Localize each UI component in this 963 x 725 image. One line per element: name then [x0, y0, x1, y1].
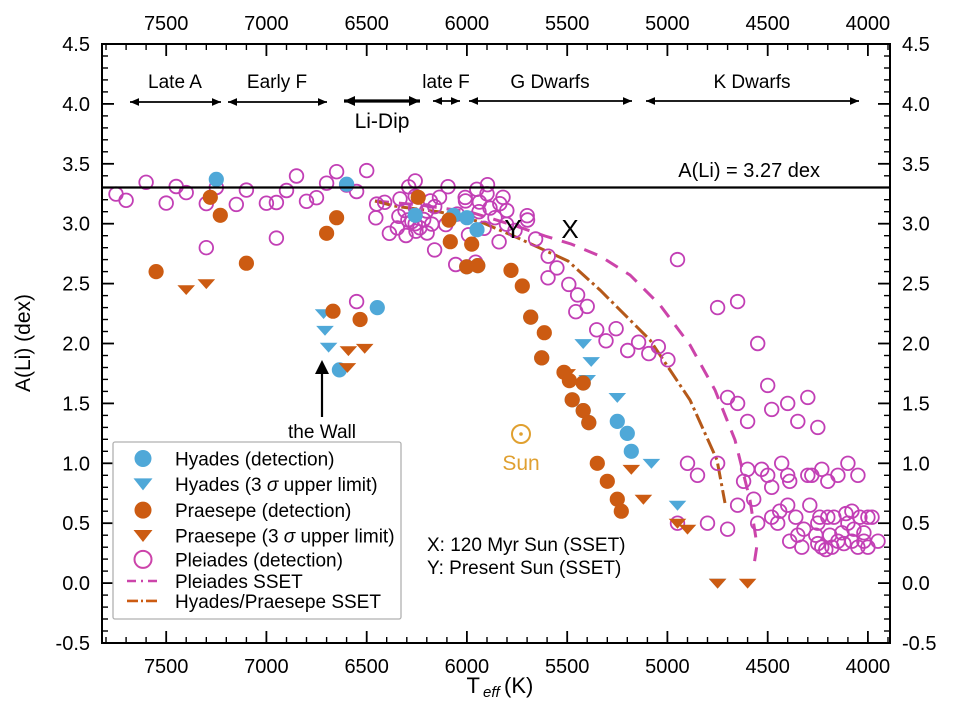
- svg-text:7000: 7000: [244, 13, 289, 35]
- svg-text:7000: 7000: [244, 656, 289, 678]
- svg-text:7500: 7500: [144, 656, 189, 678]
- svg-text:Praesepe (3 σ upper limit): Praesepe (3 σ upper limit): [175, 527, 395, 548]
- svg-text:A(Li) = 3.27 dex: A(Li) = 3.27 dex: [678, 160, 820, 182]
- svg-text:T: T: [467, 673, 480, 698]
- svg-text:X: X: [561, 214, 578, 244]
- svg-text:A(Li) (dex): A(Li) (dex): [12, 294, 35, 392]
- svg-text:Hyades (detection): Hyades (detection): [175, 450, 334, 471]
- svg-text:5000: 5000: [645, 13, 690, 35]
- svg-text:6500: 6500: [344, 656, 389, 678]
- svg-text:3.0: 3.0: [902, 214, 930, 236]
- svg-text:5500: 5500: [545, 656, 590, 678]
- svg-text:K Dwarfs: K Dwarfs: [713, 72, 790, 93]
- svg-text:Y: Y: [504, 214, 521, 244]
- svg-text:6500: 6500: [344, 13, 389, 35]
- svg-text:4.5: 4.5: [902, 34, 930, 56]
- svg-text:0.5: 0.5: [62, 513, 90, 535]
- svg-text:4000: 4000: [846, 656, 891, 678]
- svg-text:the Wall: the Wall: [288, 422, 356, 443]
- svg-text:1.0: 1.0: [62, 453, 90, 475]
- svg-text:2.0: 2.0: [902, 334, 930, 356]
- svg-text:3.0: 3.0: [62, 214, 90, 236]
- svg-text:Pleiades SSET: Pleiades SSET: [175, 572, 303, 593]
- svg-text:-0.5: -0.5: [902, 633, 936, 655]
- svg-text:1.5: 1.5: [62, 393, 90, 415]
- svg-text:5500: 5500: [545, 13, 590, 35]
- svg-text:X: 120 Myr Sun (SSET): X: 120 Myr Sun (SSET): [427, 535, 626, 556]
- svg-text:(K): (K): [504, 673, 533, 698]
- svg-text:Hyades/Praesepe SSET: Hyades/Praesepe SSET: [175, 592, 381, 613]
- svg-text:2.5: 2.5: [62, 274, 90, 296]
- svg-text:0.5: 0.5: [902, 513, 930, 535]
- svg-text:0.0: 0.0: [62, 573, 90, 595]
- svg-text:4.0: 4.0: [62, 94, 90, 116]
- svg-text:5000: 5000: [645, 656, 690, 678]
- svg-text:Sun: Sun: [502, 452, 539, 475]
- svg-text:2.0: 2.0: [62, 334, 90, 356]
- svg-text:1.5: 1.5: [902, 393, 930, 415]
- svg-text:6000: 6000: [445, 13, 490, 35]
- svg-text:Early F: Early F: [247, 72, 307, 93]
- svg-text:Li-Dip: Li-Dip: [355, 110, 410, 133]
- svg-text:3.5: 3.5: [62, 154, 90, 176]
- svg-text:-0.5: -0.5: [56, 633, 90, 655]
- svg-text:3.5: 3.5: [902, 154, 930, 176]
- svg-text:G Dwarfs: G Dwarfs: [510, 72, 589, 93]
- svg-text:eff: eff: [483, 684, 502, 701]
- svg-text:4000: 4000: [846, 13, 891, 35]
- svg-text:Late A: Late A: [148, 72, 202, 93]
- svg-text:Praesepe (detection): Praesepe (detection): [175, 501, 351, 522]
- svg-text:late F: late F: [422, 72, 470, 93]
- svg-text:4500: 4500: [745, 656, 790, 678]
- svg-text:Hyades (3 σ upper limit): Hyades (3 σ upper limit): [175, 475, 378, 496]
- svg-text:4.0: 4.0: [902, 94, 930, 116]
- svg-text:7500: 7500: [144, 13, 189, 35]
- svg-text:Y: Present Sun (SSET): Y: Present Sun (SSET): [427, 558, 621, 579]
- svg-text:0.0: 0.0: [902, 573, 930, 595]
- svg-text:1.0: 1.0: [902, 453, 930, 475]
- svg-text:2.5: 2.5: [902, 274, 930, 296]
- svg-text:4500: 4500: [745, 13, 790, 35]
- svg-text:Pleiades (detection): Pleiades (detection): [175, 550, 343, 571]
- svg-text:4.5: 4.5: [62, 34, 90, 56]
